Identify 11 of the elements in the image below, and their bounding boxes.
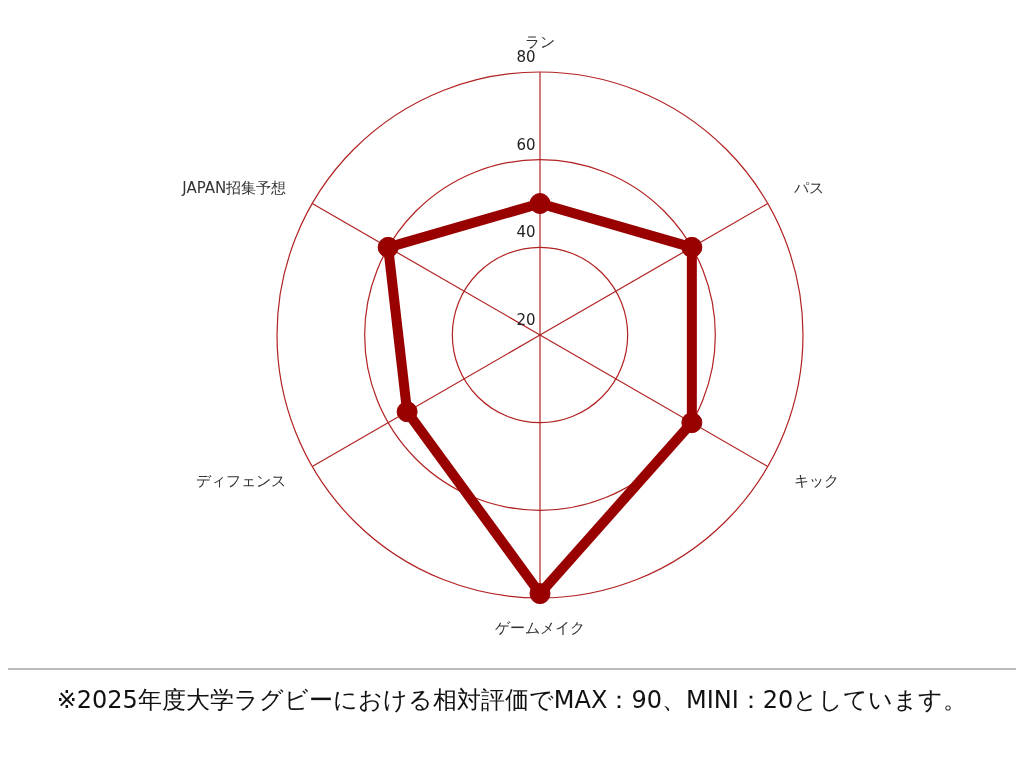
y-tick-label: 40 xyxy=(516,223,536,242)
spoke-label: JAPAN招集予想 xyxy=(181,179,287,197)
y-tick-label: 80 xyxy=(516,48,536,66)
y-tick-label: 60 xyxy=(516,135,536,154)
spoke-label: ゲームメイク xyxy=(495,618,585,637)
text: ※2025年度大学ラグビーにおける相対評価でMAX：90、MINI：20としています。 xyxy=(55,685,969,716)
y-tick-label: 20 xyxy=(516,311,536,329)
spoke-label: キック xyxy=(793,472,839,490)
spoke-label: ディフェンス xyxy=(196,472,287,490)
spoke-label: パス xyxy=(792,179,824,197)
spoke-label: ラン xyxy=(525,32,555,51)
